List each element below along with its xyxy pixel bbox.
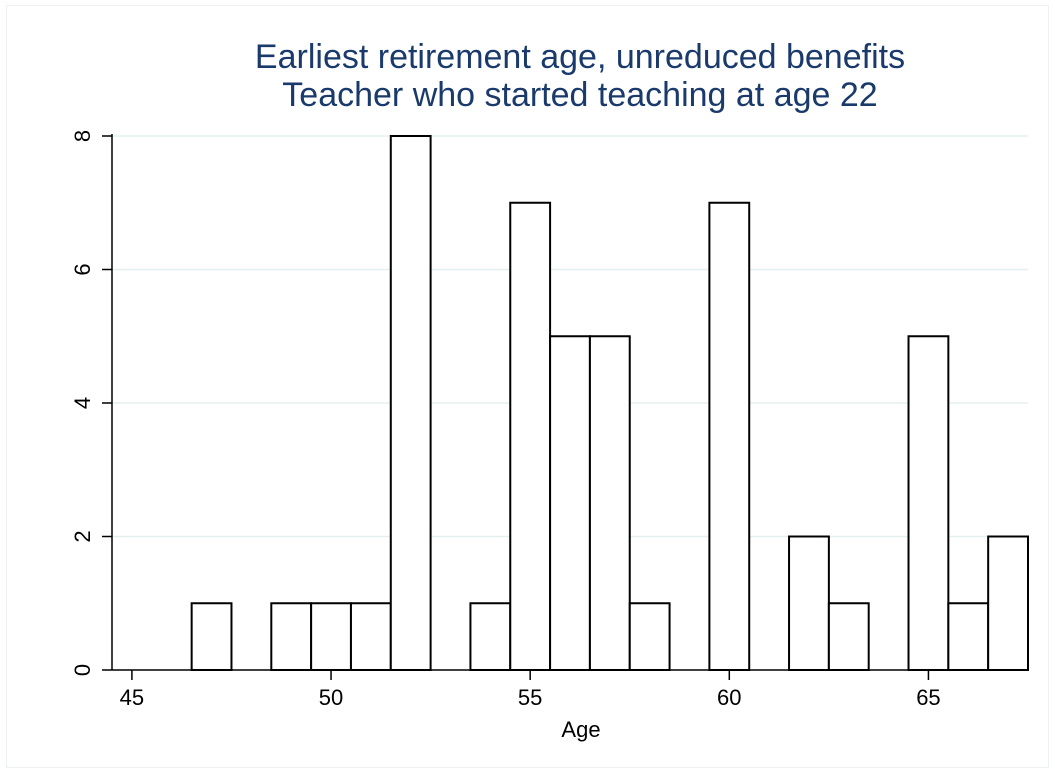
bar-age-47 [190, 602, 233, 671]
bars [190, 135, 1029, 671]
bar-age-57 [588, 335, 631, 671]
bar-age-50 [310, 602, 352, 671]
x-tick-label-55: 55 [518, 685, 542, 710]
x-axis-title: Age [561, 717, 600, 742]
x-tick-label-65: 65 [916, 685, 940, 710]
bar-age-58 [628, 602, 671, 671]
bar-age-54 [469, 602, 512, 671]
y-tick-label-2: 2 [70, 530, 95, 542]
x-tick-label-45: 45 [120, 685, 144, 710]
chart-title: Earliest retirement age, unreduced benef… [255, 38, 905, 76]
bar-age-55 [509, 201, 552, 671]
bar-age-63 [827, 602, 870, 671]
bar-age-52 [389, 135, 432, 671]
x-ticks: 45 50 55 60 65 [120, 670, 941, 710]
y-tick-label-8: 8 [70, 130, 95, 142]
bar-age-51 [349, 602, 392, 671]
bar-age-65 [907, 335, 950, 671]
chart-subtitle: Teacher who started teaching at age 22 [282, 76, 877, 114]
bar-age-56 [549, 335, 591, 671]
y-tick-label-0: 0 [70, 664, 95, 676]
bar-age-66 [947, 602, 990, 671]
x-tick-label-50: 50 [319, 685, 343, 710]
bar-age-60 [708, 201, 751, 671]
bar-age-67 [987, 535, 1029, 671]
y-ticks: 0 2 4 6 8 [70, 130, 112, 676]
x-tick-label-60: 60 [717, 685, 741, 710]
bar-age-62 [788, 535, 830, 671]
y-tick-label-6: 6 [70, 263, 95, 275]
bar-age-49 [270, 602, 313, 671]
y-tick-label-4: 4 [70, 397, 95, 409]
